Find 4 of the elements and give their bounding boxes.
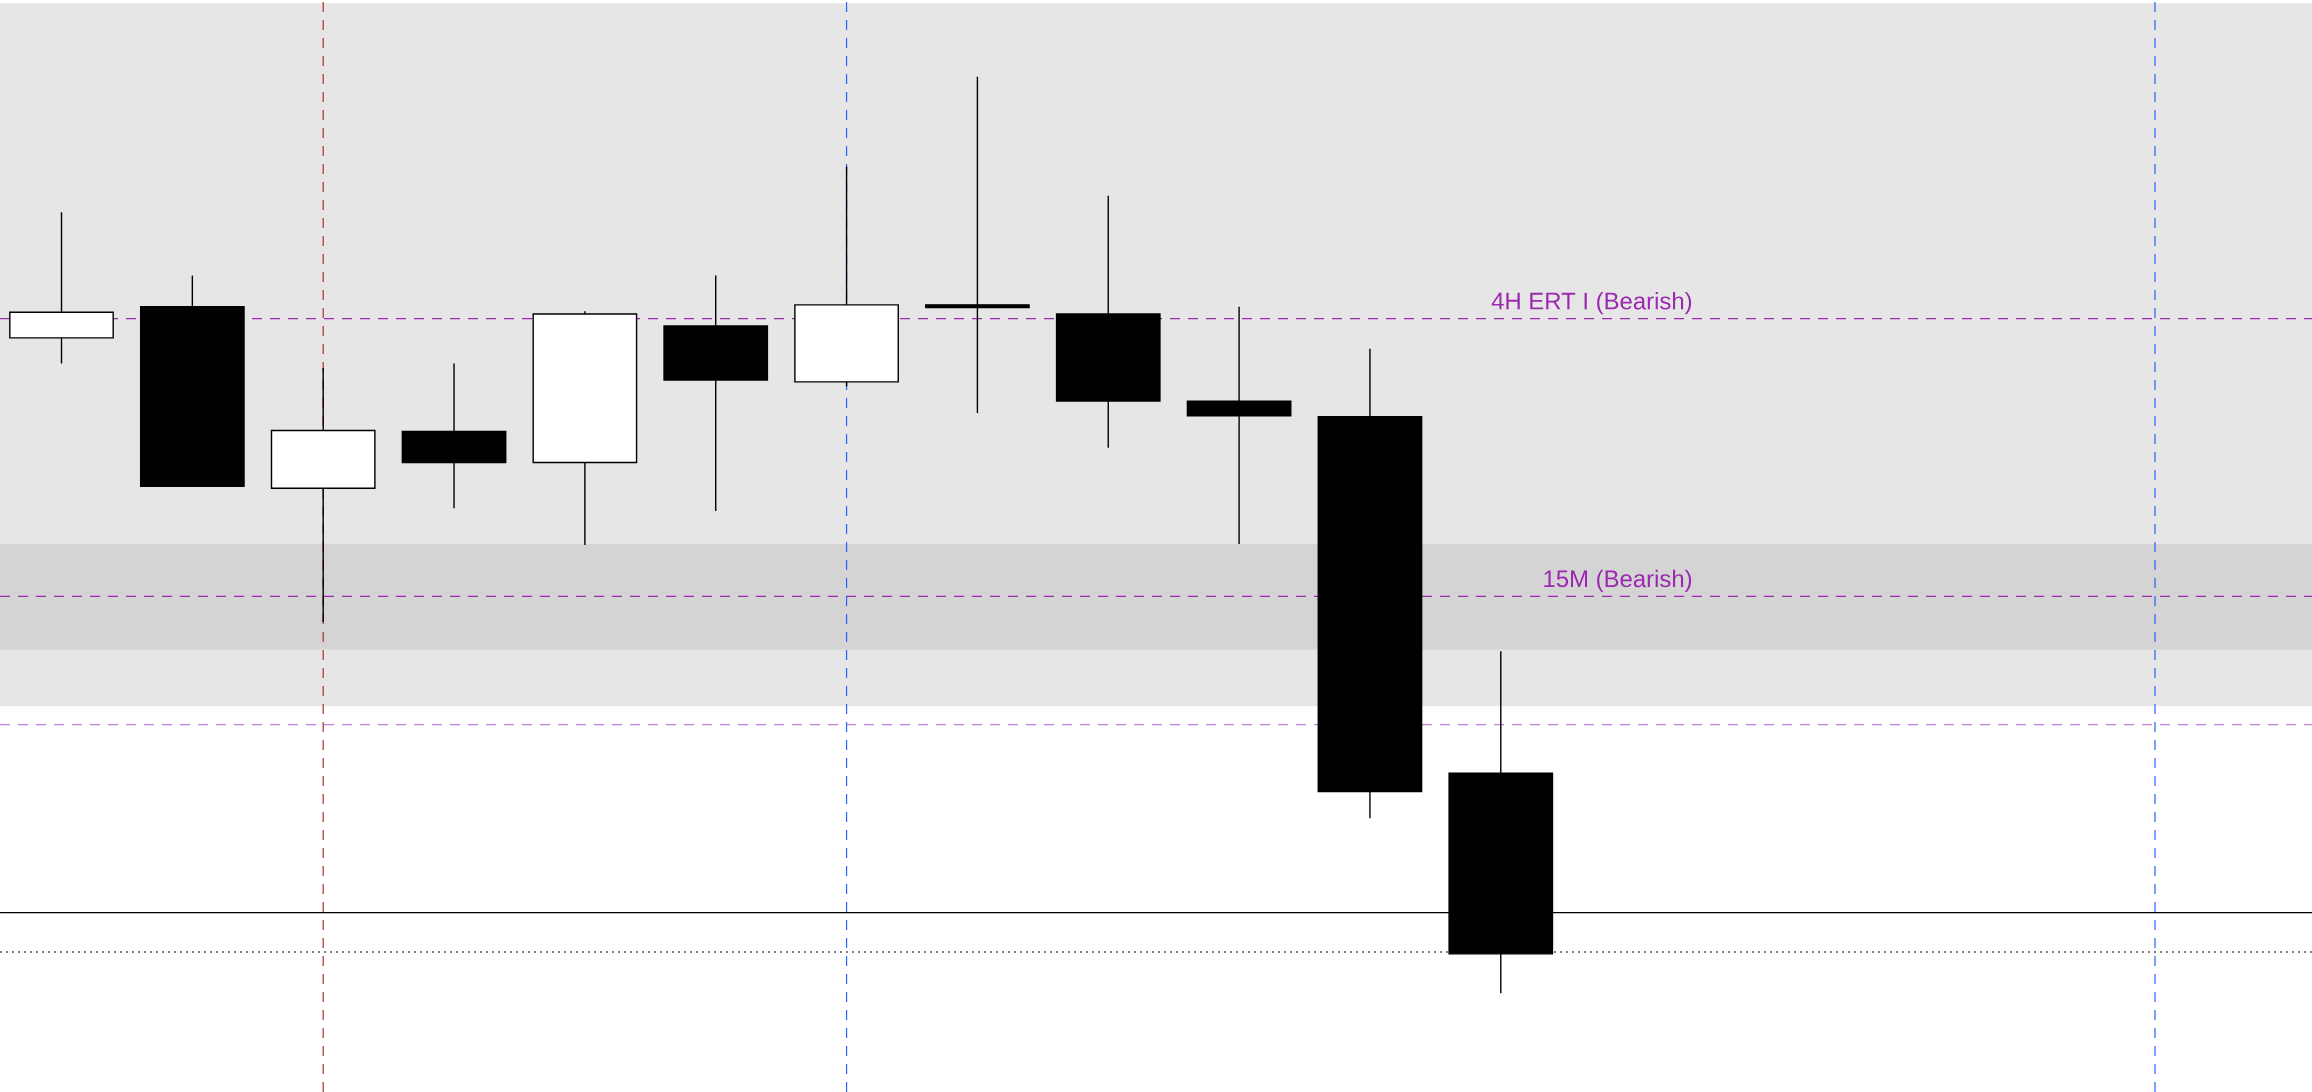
candlestick — [1186, 306, 1292, 545]
ref-line-label: 15M (Bearish) — [1544, 569, 1692, 592]
ref-line-label: 4H ERT I (Bearish) — [1491, 291, 1692, 315]
candlestick — [925, 75, 1030, 414]
